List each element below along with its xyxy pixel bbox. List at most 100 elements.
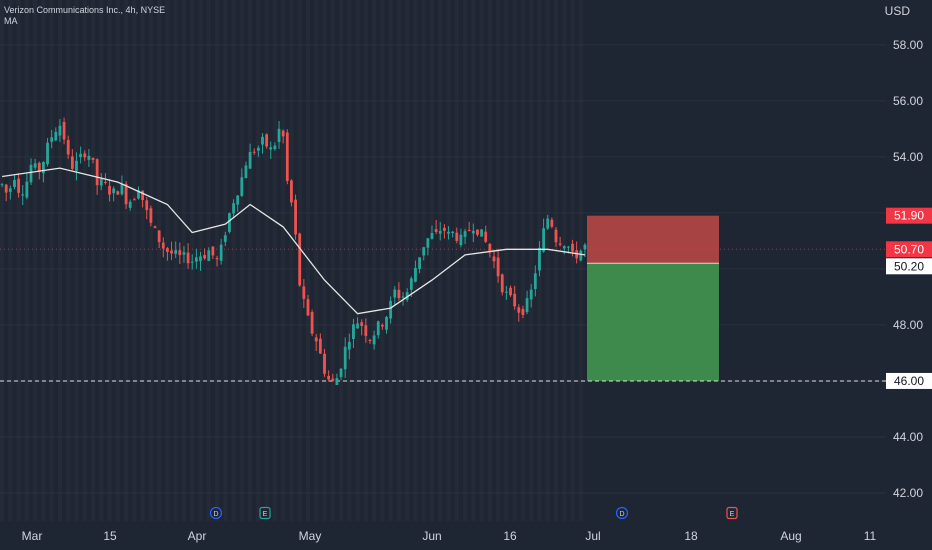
candle-body[interactable] <box>50 137 54 142</box>
candle-body[interactable] <box>323 353 326 374</box>
candlestick-series[interactable] <box>0 117 587 386</box>
candle-body[interactable] <box>533 273 537 290</box>
candle-body[interactable] <box>17 178 21 193</box>
candle-body[interactable] <box>397 289 401 299</box>
candle-body[interactable] <box>54 131 58 141</box>
candle-body[interactable] <box>256 147 260 151</box>
candle-body[interactable] <box>525 298 529 313</box>
candle-body[interactable] <box>99 178 103 186</box>
candle-body[interactable] <box>178 250 182 256</box>
candle-body[interactable] <box>422 247 426 256</box>
candle-body[interactable] <box>496 257 500 277</box>
candle-body[interactable] <box>385 316 388 330</box>
candle-body[interactable] <box>538 247 541 271</box>
candle-body[interactable] <box>376 321 380 336</box>
candle-body[interactable] <box>124 183 128 205</box>
candle-body[interactable] <box>335 378 339 386</box>
candle-body[interactable] <box>290 180 293 203</box>
candle-body[interactable] <box>327 375 331 380</box>
candle-body[interactable] <box>364 325 368 336</box>
candle-body[interactable] <box>215 258 219 260</box>
candle-body[interactable] <box>145 200 149 211</box>
candle-body[interactable] <box>517 307 521 313</box>
candle-body[interactable] <box>513 293 517 307</box>
candle-body[interactable] <box>42 162 45 174</box>
candle-body[interactable] <box>434 229 438 232</box>
candle-body[interactable] <box>75 160 78 171</box>
candle-body[interactable] <box>33 163 37 168</box>
candle-body[interactable] <box>0 184 4 186</box>
candle-body[interactable] <box>306 299 310 316</box>
candle-body[interactable] <box>161 242 165 249</box>
candle-body[interactable] <box>488 243 492 253</box>
candle-body[interactable] <box>46 142 49 165</box>
candle-body[interactable] <box>186 252 190 264</box>
candle-body[interactable] <box>269 147 273 150</box>
candle-body[interactable] <box>393 289 397 298</box>
candle-body[interactable] <box>294 199 297 235</box>
candle-body[interactable] <box>504 291 508 293</box>
candle-body[interactable] <box>273 145 277 150</box>
candle-body[interactable] <box>476 229 479 235</box>
candle-body[interactable] <box>8 188 12 192</box>
candle-body[interactable] <box>438 230 442 234</box>
candle-body[interactable] <box>211 246 215 256</box>
candle-body[interactable] <box>116 191 120 195</box>
candle-body[interactable] <box>579 250 583 261</box>
candle-body[interactable] <box>318 338 322 354</box>
candle-body[interactable] <box>447 231 450 234</box>
candle-body[interactable] <box>21 194 25 196</box>
candle-body[interactable] <box>62 121 66 140</box>
candle-body[interactable] <box>13 180 16 188</box>
candle-body[interactable] <box>277 128 281 143</box>
candle-body[interactable] <box>120 183 124 195</box>
candle-body[interactable] <box>484 231 488 242</box>
candle-body[interactable] <box>190 261 194 263</box>
indicator-label[interactable]: MA <box>4 16 18 26</box>
candle-body[interactable] <box>529 289 533 300</box>
candle-body[interactable] <box>244 165 248 179</box>
candle-body[interactable] <box>409 278 413 290</box>
candle-body[interactable] <box>571 243 574 252</box>
candle-body[interactable] <box>166 248 169 252</box>
candle-body[interactable] <box>542 228 545 252</box>
candle-body[interactable] <box>149 208 153 223</box>
candle-body[interactable] <box>389 300 393 319</box>
candle-body[interactable] <box>467 230 471 232</box>
candle-body[interactable] <box>58 125 62 136</box>
candle-body[interactable] <box>380 324 384 327</box>
candle-body[interactable] <box>219 244 223 261</box>
candle-body[interactable] <box>360 322 364 327</box>
candle-body[interactable] <box>182 252 186 255</box>
candle-body[interactable] <box>223 235 227 242</box>
candle-body[interactable] <box>199 256 202 262</box>
candle-body[interactable] <box>356 323 359 329</box>
candle-body[interactable] <box>343 346 347 370</box>
candle-body[interactable] <box>426 238 430 248</box>
candle-body[interactable] <box>112 188 116 194</box>
candle-body[interactable] <box>128 201 132 208</box>
candle-body[interactable] <box>352 324 355 340</box>
candle-body[interactable] <box>132 199 136 201</box>
candle-body[interactable] <box>521 308 525 315</box>
candle-body[interactable] <box>347 341 351 350</box>
candle-body[interactable] <box>252 151 256 153</box>
candle-body[interactable] <box>285 132 289 181</box>
candle-body[interactable] <box>157 230 161 243</box>
candle-body[interactable] <box>509 287 512 296</box>
candle-body[interactable] <box>405 292 409 300</box>
candle-body[interactable] <box>37 162 41 172</box>
candle-body[interactable] <box>310 312 314 334</box>
candle-body[interactable] <box>232 203 235 214</box>
candle-body[interactable] <box>339 368 343 378</box>
candle-body[interactable] <box>442 227 446 231</box>
candle-body[interactable] <box>314 337 318 342</box>
candle-body[interactable] <box>207 250 211 261</box>
stop-loss-zone[interactable] <box>587 215 719 264</box>
candle-body[interactable] <box>451 231 455 234</box>
candle-body[interactable] <box>459 234 463 246</box>
candle-body[interactable] <box>566 246 570 248</box>
candle-body[interactable] <box>174 250 178 254</box>
price-scale-background[interactable] <box>886 0 932 550</box>
